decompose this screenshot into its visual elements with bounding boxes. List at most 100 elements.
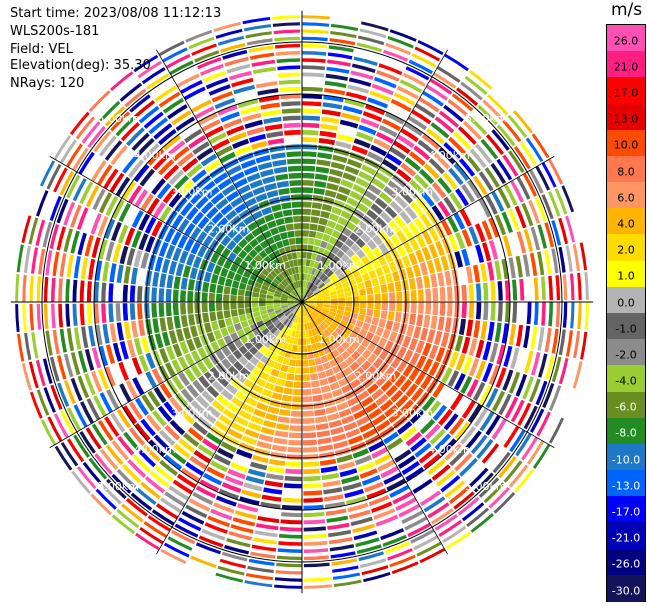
velocity-gate [195, 485, 217, 499]
velocity-gate [263, 116, 282, 124]
velocity-gate [59, 171, 75, 196]
velocity-gate [88, 90, 111, 112]
velocity-gate [368, 408, 383, 420]
velocity-gate [204, 322, 212, 333]
velocity-gate [131, 230, 142, 248]
velocity-gate [339, 468, 358, 478]
velocity-gate [527, 440, 545, 465]
velocity-gate [323, 329, 331, 337]
velocity-gate [288, 439, 302, 446]
velocity-gate [223, 294, 230, 302]
velocity-gate [283, 309, 291, 315]
velocity-gate [104, 416, 120, 437]
velocity-gate [261, 206, 273, 216]
velocity-gate [558, 246, 566, 273]
range-ring-label: 5.00km [465, 480, 507, 493]
velocity-gate [466, 507, 490, 527]
velocity-gate [430, 122, 450, 139]
velocity-gate [316, 430, 331, 438]
velocity-gate [284, 380, 294, 388]
velocity-gate [496, 344, 506, 365]
velocity-gate [458, 158, 476, 177]
velocity-gate [232, 233, 244, 244]
velocity-gate [348, 435, 364, 445]
velocity-gate [294, 230, 302, 237]
velocity-gate [282, 209, 293, 217]
colorbar-cell [607, 522, 645, 550]
velocity-gate [525, 137, 544, 162]
velocity-gate [133, 54, 159, 73]
velocity-gate [133, 338, 143, 356]
velocity-gate [238, 409, 252, 420]
velocity-gate [206, 186, 220, 200]
velocity-gate [304, 323, 308, 331]
velocity-gate [291, 291, 298, 298]
velocity-gate [453, 491, 475, 510]
velocity-gate [347, 84, 370, 94]
velocity-gate [58, 303, 64, 328]
velocity-gate [464, 462, 484, 482]
velocity-gate [394, 215, 406, 229]
velocity-gate [94, 453, 113, 475]
velocity-gate [276, 256, 284, 265]
velocity-gate [119, 341, 129, 360]
velocity-gate [419, 547, 446, 564]
velocity-gate [470, 434, 488, 455]
velocity-gate [434, 514, 458, 531]
velocity-gate [146, 414, 162, 432]
velocity-gate [481, 443, 500, 464]
velocity-gate [131, 320, 139, 338]
velocity-gate [272, 159, 287, 167]
velocity-gate [275, 218, 285, 226]
velocity-gate [345, 248, 355, 258]
velocity-gate [274, 290, 282, 296]
velocity-gate [302, 410, 314, 417]
colorbar-cell [607, 234, 645, 262]
velocity-gate [243, 351, 254, 361]
velocity-gate [202, 235, 214, 248]
velocity-gate [287, 268, 293, 276]
velocity-gate [274, 306, 282, 311]
velocity-gate [230, 462, 248, 473]
velocity-gate [327, 284, 335, 290]
velocity-gate [280, 303, 288, 307]
velocity-gate [238, 238, 248, 249]
velocity-gate [302, 396, 313, 403]
velocity-gate [295, 360, 302, 367]
velocity-gate [187, 290, 194, 302]
velocity-gate [148, 439, 166, 457]
velocity-gate [444, 480, 466, 499]
velocity-gate [312, 394, 323, 402]
velocity-gate [302, 273, 305, 281]
velocity-gate [340, 210, 352, 220]
velocity-gate [443, 196, 457, 214]
velocity-gate [565, 359, 576, 387]
velocity-gate [268, 334, 277, 343]
velocity-gate [251, 367, 262, 377]
velocity-gate [303, 519, 326, 525]
velocity-gate [379, 191, 393, 204]
velocity-gate [273, 29, 300, 35]
velocity-gate [389, 146, 407, 160]
velocity-gate [428, 243, 439, 259]
velocity-gate [387, 36, 414, 49]
velocity-gate [57, 382, 70, 407]
velocity-gate [338, 186, 351, 196]
velocity-gate [38, 248, 46, 275]
velocity-gate [508, 371, 521, 394]
velocity-gate [491, 390, 506, 412]
velocity-gate [398, 268, 407, 281]
velocity-gate [304, 584, 332, 589]
velocity-gate [480, 138, 499, 160]
velocity-gate [151, 178, 166, 195]
velocity-gate [380, 284, 388, 293]
velocity-gate [249, 273, 258, 282]
velocity-gate [156, 503, 179, 520]
velocity-gate [51, 277, 56, 302]
velocity-gate [115, 176, 131, 197]
velocity-gate [112, 386, 126, 406]
velocity-gate [233, 177, 248, 189]
velocity-gate [482, 242, 492, 262]
velocity-gate [172, 247, 182, 262]
velocity-gate [293, 274, 298, 282]
